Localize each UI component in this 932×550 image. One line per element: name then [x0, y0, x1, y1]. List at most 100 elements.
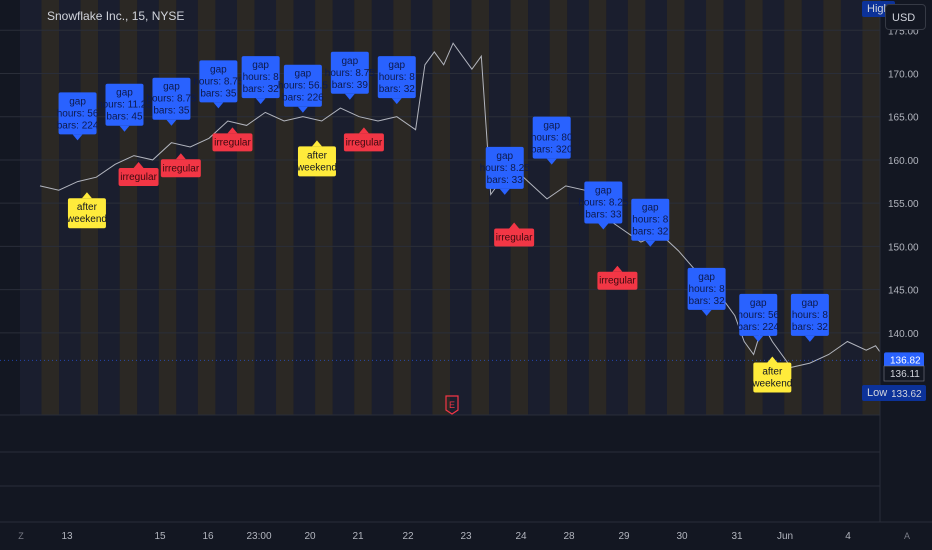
session-band-extended [862, 0, 880, 415]
price-tick-label: 145.00 [888, 286, 919, 297]
irregular-label-box[interactable] [343, 133, 384, 152]
price-tick-label: 140.00 [888, 329, 919, 340]
gap-label-pointer [213, 102, 224, 109]
currency-button[interactable]: USD [885, 4, 926, 30]
annotation-irregular[interactable]: irregular [343, 127, 384, 152]
time-tick-label: 15 [154, 531, 166, 542]
annotation-text: bars: 224 [57, 120, 99, 131]
annotation-text: gap [388, 60, 405, 71]
gap-label-box[interactable] [105, 83, 144, 126]
gap-label-box[interactable] [283, 64, 322, 107]
irregular-label-pointer [133, 161, 144, 168]
gap-label-box[interactable] [377, 56, 416, 99]
earnings-event-icon[interactable]: E [445, 395, 459, 415]
irregular-label-box[interactable] [118, 167, 159, 186]
symbol-title[interactable]: Snowflake Inc., 15, NYSE [47, 9, 185, 23]
annotation-text: hours: 80 [531, 133, 573, 144]
gap-label-box[interactable] [532, 116, 571, 159]
gap-label-box[interactable] [739, 293, 778, 336]
gap-label-box[interactable] [199, 60, 238, 103]
annotation-irregular[interactable]: irregular [160, 153, 201, 178]
gap-label-box[interactable] [584, 181, 623, 224]
session-band-extended [158, 0, 177, 415]
annotation-text: irregular [120, 172, 157, 183]
annotation-text: hours: 56 [737, 310, 779, 321]
session-band-extended [549, 0, 568, 415]
session-band-extended [393, 0, 411, 415]
price-tick-label: 160.00 [888, 156, 919, 167]
annotation-irregular[interactable]: irregular [494, 222, 535, 247]
time-tick-label: 13 [61, 531, 73, 542]
annotation-text: hours: 8.75 [146, 94, 196, 105]
gap-label-pointer [546, 158, 557, 165]
gap-label-box[interactable] [790, 293, 829, 336]
auto-scale-icon[interactable]: A [904, 531, 910, 541]
time-tick-label: 23:00 [246, 531, 271, 542]
weekend-label-box[interactable] [753, 362, 792, 393]
gap-label-pointer [804, 335, 815, 342]
time-tick-label: 22 [402, 531, 414, 542]
timezone-icon[interactable]: Z [18, 531, 24, 541]
gap-label-box[interactable] [687, 267, 726, 310]
annotation-irregular[interactable]: irregular [118, 161, 159, 186]
gap-label-box[interactable] [631, 198, 670, 241]
gap-label-box[interactable] [330, 51, 369, 94]
annotation-text: gap [116, 88, 133, 99]
annotation-irregular[interactable]: irregular [597, 265, 638, 290]
price-scale[interactable]: 175.00 170.00 165.00 160.00 155.00 150.00 145.… [879, 0, 932, 550]
weekend-label-box[interactable] [67, 198, 106, 229]
session-band-regular [293, 0, 316, 415]
irregular-label-box[interactable] [494, 228, 535, 247]
irregular-label-pointer [509, 222, 520, 229]
gap-label-pointer [255, 98, 266, 105]
gap-label-pointer [119, 125, 130, 132]
annotation-text: irregular [496, 232, 533, 243]
gap-label-pointer [391, 98, 402, 105]
annotation-text: bars: 32 [689, 296, 726, 307]
grid [0, 29, 880, 334]
annotation-text: irregular [162, 163, 199, 174]
annotation-text: weekend [66, 214, 107, 225]
gap-label-box[interactable] [241, 56, 280, 99]
annotation-text: hours: 11.25 [97, 100, 152, 111]
irregular-label-box[interactable] [597, 271, 638, 290]
annotation-text: hours: 8.25 [480, 163, 530, 174]
gap-label-box[interactable] [58, 92, 97, 135]
irregular-label-box[interactable] [160, 159, 201, 178]
earnings-shield [445, 395, 459, 415]
time-axis[interactable]: 13 15 16 23:00 20 21 22 23 24 28 29 30 31 Jun 4 Z A [0, 521, 932, 542]
annotation-irregular[interactable]: irregular [212, 127, 253, 152]
session-band-regular [528, 0, 550, 415]
gap-label-pointer [72, 134, 83, 141]
session-band-regular [450, 0, 472, 415]
annotation-text: after [762, 366, 783, 377]
annotation-text: irregular [346, 137, 383, 148]
gap-label-box[interactable] [152, 77, 191, 120]
gap-label-box[interactable] [485, 146, 524, 189]
gap-label-pointer [753, 335, 764, 342]
weekend-label-box[interactable] [297, 146, 336, 177]
gap-label-pointer [166, 119, 177, 126]
annotation-text: hours: 56 [57, 108, 99, 119]
irregular-label-box[interactable] [212, 133, 253, 152]
